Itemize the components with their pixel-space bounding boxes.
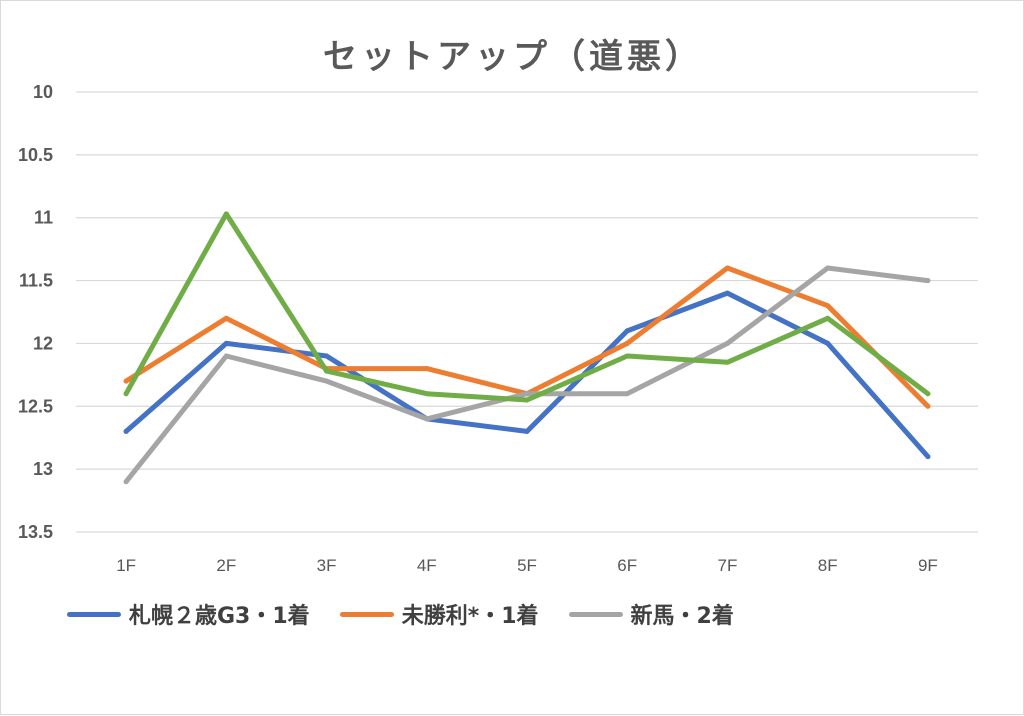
data-point [724,340,730,346]
data-point [223,353,229,359]
data-point [524,397,530,403]
data-point [724,359,730,365]
legend-swatch [67,611,121,617]
data-point [925,391,931,397]
y-tick-label: 11.5 [19,271,53,291]
data-point [123,479,129,485]
data-point [724,290,730,296]
data-point [424,391,430,397]
data-point [424,416,430,422]
data-point [324,368,330,374]
y-tick-label: 10.5 [18,145,53,165]
y-tick-label: 12 [33,333,53,353]
data-point [123,428,129,434]
legend-swatch [339,611,394,617]
data-point [524,428,530,434]
data-point [825,315,831,321]
legend-item: 新馬・2着 [568,598,734,630]
chart-title: セットアップ（道悪） [323,37,703,77]
y-tick-label: 12.5 [18,396,53,416]
y-tick-label: 13.5 [18,522,53,542]
data-point [724,265,730,271]
data-point [223,315,229,321]
data-point [925,403,931,409]
data-point [624,340,630,346]
x-tick-label: 1F [116,556,136,575]
data-point [825,303,831,309]
y-tick-label: 11 [34,208,53,228]
x-tick-label: 6F [617,556,637,575]
data-point [223,340,229,346]
data-point [424,366,430,372]
legend-item: 札幌２歳G3・1着 [67,598,310,630]
legend-swatch [568,611,623,617]
data-point [825,340,831,346]
x-tick-label: 3F [317,556,337,575]
x-tick-label: 5F [517,556,537,575]
x-tick-label: 9F [918,556,938,575]
data-point [624,391,630,397]
legend-label: 新馬・2着 [630,604,734,629]
data-point [223,211,229,217]
data-point [123,391,129,397]
x-tick-label: 4F [417,556,437,575]
legend: 札幌２歳G3・1着 未勝利*・1着 新馬・2着 [67,594,764,634]
series-line-2 [123,265,931,409]
data-point [324,378,330,384]
data-point [524,391,530,397]
series-line-4 [123,211,931,403]
x-tick-label: 2F [216,556,236,575]
data-point [324,353,330,359]
data-point [925,454,931,460]
legend-label: 札幌２歳G3・1着 [129,604,310,629]
x-tick-label: 8F [818,556,838,575]
y-tick-label: 13 [33,459,53,479]
data-point [624,353,630,359]
data-point [624,328,630,334]
data-point [925,278,931,284]
legend-label: 未勝利*・1着 [401,604,539,629]
data-point [123,378,129,384]
legend-item: 未勝利*・1着 [339,598,539,630]
x-tick-label: 7F [718,556,738,575]
y-tick-label: 10 [33,82,53,102]
data-point [825,265,831,271]
